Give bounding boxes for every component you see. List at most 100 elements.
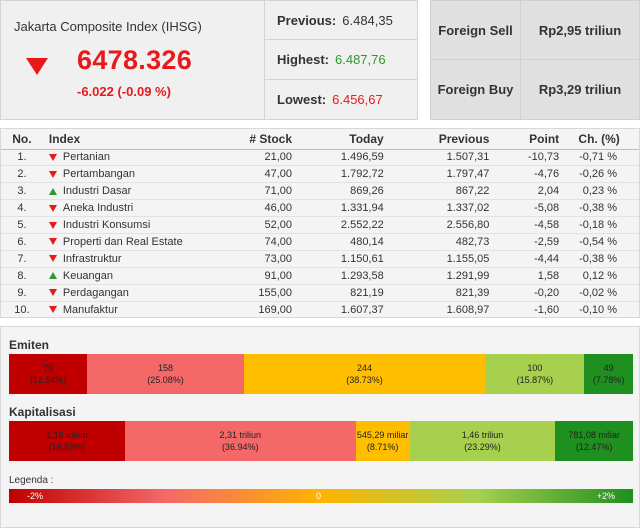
- row-change-pct: -0,54 %: [559, 233, 639, 251]
- col-header-change[interactable]: Ch. (%): [559, 129, 639, 150]
- row-today: 821,19: [292, 284, 384, 302]
- index-summary-panel: Jakarta Composite Index (IHSG) 6478.326 …: [0, 0, 418, 120]
- previous-label: Previous:: [277, 12, 337, 28]
- up-arrow-icon: [48, 272, 57, 280]
- row-point: -4,44: [489, 250, 560, 268]
- row-no: 2.: [1, 165, 43, 184]
- row-no: 3.: [1, 182, 43, 201]
- row-today: 1.150,61: [292, 250, 384, 268]
- kapitalisasi-segment[interactable]: 781,08 miliar (12.47%): [555, 421, 633, 461]
- segment-value: 100: [527, 363, 543, 373]
- row-index-label[interactable]: Perdagangan: [62, 286, 129, 299]
- row-previous: 1.797,47: [383, 165, 490, 184]
- segment-value: 1,46 triliun: [461, 430, 504, 440]
- table-row[interactable]: 7. Infrastruktur 73,00 1.150,61 1.155,05 -4,4…: [1, 250, 639, 268]
- segment-value: 158: [157, 363, 173, 373]
- col-header-index[interactable]: Index: [42, 129, 223, 150]
- foreign-flow-panel: Foreign Sell Rp2,95 triliun Foreign Buy …: [430, 0, 640, 120]
- segment-value: 79: [43, 363, 54, 373]
- row-stock-count: 155,00: [222, 284, 293, 302]
- kapitalisasi-segment[interactable]: 2,31 triliun (36.94%): [125, 421, 356, 461]
- row-point: -5,08: [489, 199, 560, 218]
- table-row[interactable]: 4. Aneka Industri 46,00 1.331,94 1.337,02 -5,…: [1, 199, 639, 218]
- row-today: 1.607,37: [340, 303, 384, 316]
- segment-value: 49: [603, 363, 614, 373]
- table-row[interactable]: 6. Properti dan Real Estate 74,00 480,14 482…: [1, 233, 639, 251]
- row-today: 1.293,58: [292, 267, 384, 285]
- table-row[interactable]: 8. Keuangan 91,00 1.293,58 1.291,99 1,58 0,12 …: [1, 267, 639, 285]
- table-row[interactable]: 2. Pertambangan 47,00 1.792,72 1.797,47 -4,76…: [1, 165, 639, 184]
- row-point: -4,76: [489, 165, 560, 184]
- row-index-name: Pertanian: [42, 149, 223, 167]
- emiten-segment[interactable]: 100 (15.87%): [485, 354, 585, 394]
- row-change-pct: 0,12 %: [559, 267, 639, 285]
- row-previous: 482,73: [383, 233, 490, 251]
- row-point: -1,60: [534, 303, 560, 316]
- row-index-name: Manufaktur: [43, 301, 222, 318]
- down-arrow-icon: [48, 255, 57, 263]
- emiten-segment[interactable]: 158 (25.08%): [87, 354, 244, 394]
- row-index-label[interactable]: Keuangan: [62, 269, 114, 282]
- kapitalisasi-segment[interactable]: 545,29 miliar (8.71%): [355, 421, 410, 461]
- row-stock-count: 46,00: [222, 199, 293, 218]
- col-header-previous[interactable]: Previous: [383, 129, 490, 150]
- down-arrow-icon: [48, 238, 57, 246]
- row-index-name: Perdagangan: [42, 284, 223, 302]
- row-previous: 2.556,80: [383, 216, 490, 234]
- row-today: 1.792,72: [292, 165, 384, 184]
- row-previous: 867,22: [383, 182, 490, 201]
- segment-value: 2,31 triliun: [219, 430, 262, 440]
- kapitalisasi-segment[interactable]: 1,16 triliun (18.59%): [9, 421, 125, 461]
- row-stock-count: 74,00: [222, 233, 293, 251]
- emiten-label: Emiten: [9, 338, 50, 352]
- row-index-label[interactable]: Aneka Industri: [62, 202, 134, 215]
- table-row[interactable]: 1. Pertanian 21,00 1.496,59 1.507,31 -10,73 -0…: [1, 149, 639, 167]
- row-index-label[interactable]: Industri Dasar: [62, 185, 132, 198]
- emiten-segment[interactable]: 49 (7.78%): [584, 354, 633, 394]
- row-point: -10,73: [489, 149, 560, 167]
- row-previous: 1.291,99: [383, 267, 490, 285]
- index-change: -6.022 (-0.09 %): [77, 84, 171, 99]
- index-stats-block: Previous: 6.484,35 Highest: 6.487,76 Low…: [264, 1, 418, 119]
- foreign-sell-value: Rp2,95 triliun: [538, 22, 622, 38]
- table-row[interactable]: 9. Perdagangan 155,00 821,19 821,39 -0,20 -0,0…: [1, 284, 639, 302]
- row-previous: 821,39: [383, 284, 490, 302]
- emiten-segment[interactable]: 244 (38.73%): [243, 354, 486, 394]
- table-header-row: No. Index # Stock Today Previous Point C…: [1, 129, 639, 150]
- row-no: 1.: [1, 149, 43, 167]
- lowest-value: 6.456,67: [332, 91, 383, 107]
- col-header-today[interactable]: Today: [292, 129, 384, 150]
- row-change-pct: -0,10 %: [579, 303, 617, 316]
- row-previous: 1.507,31: [383, 149, 490, 167]
- distribution-panel: Emiten 79 (12.54%) 158 (25.08%) 244 (38.73%) 1…: [0, 326, 640, 528]
- row-index-label[interactable]: Properti dan Real Estate: [62, 235, 183, 248]
- index-title: Jakarta Composite Index (IHSG): [14, 19, 202, 34]
- row-index-label[interactable]: Manufaktur: [62, 303, 118, 316]
- row-previous: 1.608,97: [446, 303, 490, 316]
- down-arrow-icon: [48, 204, 57, 212]
- col-header-no[interactable]: No.: [1, 129, 43, 150]
- lowest-label: Lowest:: [277, 91, 327, 107]
- row-index-label[interactable]: Pertambangan: [62, 168, 136, 181]
- legend-min: -2%: [27, 491, 44, 501]
- down-arrow-icon: [48, 221, 57, 229]
- kapitalisasi-segment[interactable]: 1,46 triliun (23.29%): [409, 421, 556, 461]
- emiten-segment[interactable]: 79 (12.54%): [9, 354, 88, 394]
- col-header-stock[interactable]: # Stock: [222, 129, 293, 150]
- row-stock-count: 91,00: [222, 267, 293, 285]
- row-index-label[interactable]: Infrastruktur: [62, 252, 122, 265]
- table-row[interactable]: 10. Manufaktur 169,00 1.607,37 1.608,97 -1,60…: [1, 301, 639, 318]
- row-today: 480,14: [292, 233, 384, 251]
- row-no: 10.: [14, 303, 30, 316]
- index-main-block: Jakarta Composite Index (IHSG) 6478.326 …: [1, 1, 264, 119]
- row-no: 5.: [1, 216, 43, 234]
- row-index-label[interactable]: Pertanian: [62, 151, 110, 164]
- highest-label: Highest:: [277, 51, 329, 67]
- col-header-point[interactable]: Point: [489, 129, 560, 150]
- highest-value: 6.487,76: [335, 51, 386, 67]
- table-row[interactable]: 5. Industri Konsumsi 52,00 2.552,22 2.556,80…: [1, 216, 639, 234]
- row-index-label[interactable]: Industri Konsumsi: [62, 219, 151, 231]
- row-index-name: Industri Konsumsi: [42, 216, 223, 234]
- row-change-pct: -0,38 %: [559, 199, 639, 218]
- table-row[interactable]: 3. Industri Dasar 71,00 869,26 867,22 2,04 0,2…: [1, 182, 639, 201]
